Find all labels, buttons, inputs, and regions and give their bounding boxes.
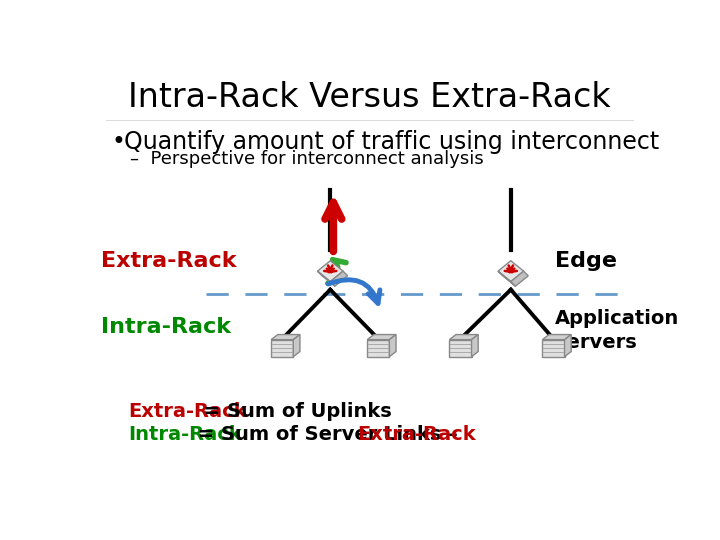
- Polygon shape: [318, 271, 335, 286]
- Polygon shape: [564, 335, 571, 356]
- Polygon shape: [367, 335, 396, 340]
- Text: = Sum of Uplinks: = Sum of Uplinks: [197, 402, 392, 421]
- FancyArrowPatch shape: [328, 280, 380, 303]
- Text: Extra-Rack: Extra-Rack: [129, 402, 248, 421]
- Polygon shape: [449, 335, 478, 340]
- Text: Application
servers: Application servers: [555, 309, 679, 352]
- Polygon shape: [390, 335, 396, 356]
- Polygon shape: [367, 340, 390, 356]
- Polygon shape: [542, 335, 571, 340]
- Text: •: •: [112, 130, 125, 154]
- Text: Quantify amount of traffic using interconnect: Quantify amount of traffic using interco…: [124, 130, 660, 154]
- Polygon shape: [498, 271, 516, 286]
- Polygon shape: [449, 340, 472, 356]
- FancyArrowPatch shape: [328, 260, 346, 284]
- Polygon shape: [330, 271, 348, 286]
- Polygon shape: [318, 261, 343, 281]
- Text: Intra-Rack: Intra-Rack: [101, 316, 231, 336]
- Text: Edge: Edge: [555, 251, 617, 271]
- Text: = Sum of Server Links –: = Sum of Server Links –: [191, 425, 464, 444]
- Polygon shape: [293, 335, 300, 356]
- Polygon shape: [271, 340, 293, 356]
- Text: –  Perspective for interconnect analysis: – Perspective for interconnect analysis: [130, 150, 484, 168]
- Polygon shape: [271, 335, 300, 340]
- Polygon shape: [472, 335, 478, 356]
- Text: Intra-Rack Versus Extra-Rack: Intra-Rack Versus Extra-Rack: [127, 80, 611, 113]
- Polygon shape: [542, 340, 564, 356]
- Polygon shape: [498, 261, 523, 281]
- Text: Extra-Rack: Extra-Rack: [357, 425, 476, 444]
- Polygon shape: [510, 271, 528, 286]
- Text: Intra-Rack: Intra-Rack: [129, 425, 243, 444]
- Text: Extra-Rack: Extra-Rack: [101, 251, 236, 271]
